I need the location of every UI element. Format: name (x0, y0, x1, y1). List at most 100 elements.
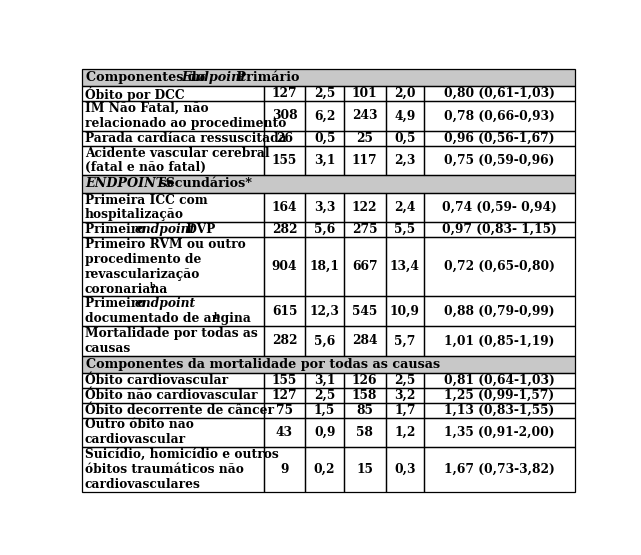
Bar (305, 326, 344, 356)
Bar (386, 145, 424, 175)
Bar (83, 237, 263, 296)
Bar (263, 131, 305, 145)
Text: óbitos traumáticos não: óbitos traumáticos não (85, 463, 244, 476)
Bar (305, 447, 344, 492)
Text: Parada cardíaca ressuscitada: Parada cardíaca ressuscitada (85, 132, 287, 145)
Text: 164: 164 (272, 201, 297, 214)
Text: endpoint: endpoint (135, 223, 196, 236)
Text: Óbito cardiovascular: Óbito cardiovascular (85, 374, 228, 387)
Bar (83, 296, 263, 326)
Bar (263, 403, 305, 417)
Bar (263, 101, 305, 131)
Bar (344, 145, 386, 175)
Text: 10,9: 10,9 (390, 305, 420, 317)
Text: documentado de angina: documentado de angina (85, 312, 251, 325)
Text: b: b (213, 312, 219, 321)
Bar (83, 326, 263, 356)
Text: 2,3: 2,3 (394, 154, 415, 167)
Bar (424, 447, 574, 492)
Text: 5,6: 5,6 (314, 334, 335, 347)
Text: 26: 26 (276, 132, 293, 145)
Bar (263, 373, 305, 388)
Bar (344, 388, 386, 403)
Bar (83, 403, 263, 417)
Bar (83, 373, 263, 388)
Text: Acidente vascular cerebral: Acidente vascular cerebral (85, 147, 269, 159)
Text: endpoint: endpoint (135, 297, 196, 310)
Bar (386, 403, 424, 417)
Bar (263, 417, 305, 447)
Bar (305, 373, 344, 388)
Bar (263, 237, 305, 296)
Text: 0,96 (0,56-1,67): 0,96 (0,56-1,67) (444, 132, 554, 145)
Bar (83, 388, 263, 403)
Bar (83, 131, 263, 145)
Text: 15: 15 (356, 463, 373, 476)
Bar (83, 237, 263, 296)
Bar (305, 296, 344, 326)
Text: 1,35 (0,91-2,00): 1,35 (0,91-2,00) (444, 426, 554, 439)
Bar (263, 223, 305, 237)
Text: hospitalização: hospitalização (85, 209, 184, 221)
Bar (386, 131, 424, 145)
Bar (263, 388, 305, 403)
Bar (344, 373, 386, 388)
Bar (344, 101, 386, 131)
Bar (305, 193, 344, 223)
Bar (263, 237, 305, 296)
Bar (424, 223, 574, 237)
Bar (386, 145, 424, 175)
Text: IM Não Fatal, não: IM Não Fatal, não (85, 102, 208, 115)
Bar (263, 131, 305, 145)
Bar (305, 101, 344, 131)
Bar (386, 101, 424, 131)
Text: 117: 117 (352, 154, 378, 167)
Text: Primário: Primário (232, 71, 299, 84)
Bar (344, 193, 386, 223)
Text: Componentes do: Componentes do (85, 71, 210, 84)
Bar (263, 373, 305, 388)
Bar (386, 447, 424, 492)
Bar (424, 417, 574, 447)
Bar (263, 388, 305, 403)
Bar (83, 417, 263, 447)
Text: 18,1: 18,1 (310, 260, 340, 273)
Bar (386, 296, 424, 326)
Bar (386, 388, 424, 403)
Bar (386, 373, 424, 388)
Bar (424, 296, 574, 326)
Text: 155: 155 (272, 154, 297, 167)
Bar (263, 145, 305, 175)
Bar (344, 296, 386, 326)
Bar (386, 296, 424, 326)
Text: (fatal e não fatal): (fatal e não fatal) (85, 162, 206, 174)
Bar (344, 223, 386, 237)
Bar (305, 388, 344, 403)
Text: 2,4: 2,4 (394, 201, 415, 214)
Bar (83, 69, 574, 87)
Text: 13,4: 13,4 (390, 260, 420, 273)
Bar (344, 193, 386, 223)
Bar (305, 145, 344, 175)
Bar (424, 388, 574, 403)
Bar (263, 223, 305, 237)
Text: 9: 9 (280, 463, 288, 476)
Bar (263, 101, 305, 131)
Text: 0,5: 0,5 (394, 132, 415, 145)
Bar (424, 373, 574, 388)
Bar (83, 145, 263, 175)
Bar (83, 131, 263, 145)
Bar (263, 403, 305, 417)
Bar (263, 87, 305, 101)
Text: ENDPOINTS: ENDPOINTS (85, 178, 175, 190)
Bar (424, 326, 574, 356)
Text: 282: 282 (272, 334, 297, 347)
Text: 2,5: 2,5 (314, 389, 335, 402)
Bar (386, 101, 424, 131)
Bar (424, 145, 574, 175)
Text: 122: 122 (352, 201, 378, 214)
Bar (424, 145, 574, 175)
Bar (83, 447, 263, 492)
Bar (305, 403, 344, 417)
Bar (83, 175, 574, 193)
